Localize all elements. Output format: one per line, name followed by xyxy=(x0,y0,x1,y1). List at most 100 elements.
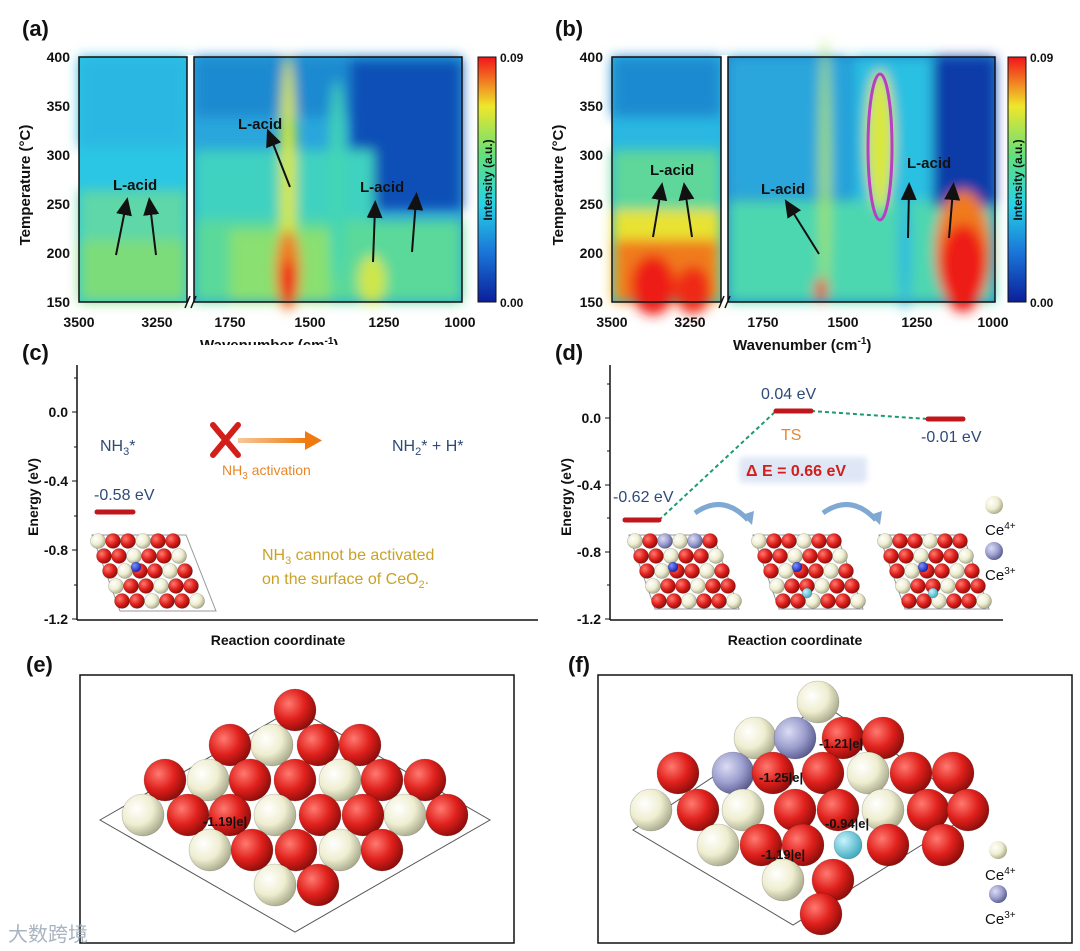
cerium-atom xyxy=(895,578,911,594)
cerium-atom xyxy=(253,863,297,907)
cerium-atom xyxy=(922,533,938,549)
hydrogen-atom xyxy=(927,587,939,599)
path-segment-1 xyxy=(658,410,777,521)
oxygen-atom xyxy=(946,593,962,609)
cerium-atom xyxy=(121,793,165,837)
svg-text:200: 200 xyxy=(580,245,604,261)
cerium-atom xyxy=(672,533,688,549)
structure-e: -1.19|e| xyxy=(79,674,515,944)
panel-d-label: (d) xyxy=(555,340,584,365)
curved-arrow-2 xyxy=(821,502,878,522)
cerium-atom xyxy=(904,563,920,579)
energy-value-fs: -0.01 eV xyxy=(921,429,982,446)
cerium-atom xyxy=(850,593,866,609)
svg-text:350: 350 xyxy=(47,98,71,114)
oxygen-atom xyxy=(156,548,172,564)
oxygen-atom xyxy=(705,578,721,594)
oxygen-atom xyxy=(816,788,860,832)
cerium-atom xyxy=(778,563,794,579)
oxygen-atom xyxy=(829,578,845,594)
curved-arrow-1 xyxy=(693,502,750,522)
energy-value-c: -0.58 eV xyxy=(94,487,155,504)
oxygen-atom xyxy=(773,788,817,832)
slab-structure-d-3 xyxy=(877,533,992,610)
svg-text:-1.2: -1.2 xyxy=(577,611,601,627)
panel-b-label: (b) xyxy=(555,16,584,41)
arrow-a-4 xyxy=(366,200,383,263)
highlight-ellipse xyxy=(866,72,894,222)
svg-text:3500: 3500 xyxy=(596,314,627,330)
cerium-atom xyxy=(696,823,740,867)
oxygen-atom xyxy=(883,548,899,564)
ylabel-b: Temperature (°C) xyxy=(550,125,567,246)
cerium-atom xyxy=(135,533,151,549)
cerium-atom xyxy=(940,578,956,594)
oxygen-atom xyxy=(230,828,274,872)
oxygen-atom xyxy=(921,823,965,867)
oxygen-atom xyxy=(892,533,908,549)
xlabel-a: Wavenumber (cm-1) xyxy=(200,336,338,345)
cerium-atom xyxy=(814,578,830,594)
cerium-atom xyxy=(726,593,742,609)
charge-label-f-1: -1.21|e| xyxy=(819,736,863,751)
oxygen-atom xyxy=(403,758,447,802)
cerium-atom xyxy=(645,578,661,594)
xlabel-b: Wavenumber (cm-1) xyxy=(733,336,871,354)
arrow-a-5 xyxy=(407,192,424,253)
oxygen-atom xyxy=(129,593,145,609)
ts-label: TS xyxy=(781,427,801,444)
arrow-a-2 xyxy=(143,197,160,256)
oxygen-atom xyxy=(889,563,905,579)
cerium-atom xyxy=(654,563,670,579)
svg-text:1000: 1000 xyxy=(977,314,1008,330)
yticks-a: 400 350 300 250 200 150 xyxy=(47,49,71,310)
cerium-atom xyxy=(108,578,124,594)
svg-text:400: 400 xyxy=(47,49,71,65)
cerium-atom xyxy=(189,593,205,609)
nitrogen-atom xyxy=(917,561,929,573)
svg-text:3250: 3250 xyxy=(674,314,705,330)
svg-text:0.00: 0.00 xyxy=(1030,296,1054,310)
arrow-b-3 xyxy=(784,199,820,255)
oxygen-atom xyxy=(784,578,800,594)
oxygen-atom xyxy=(273,758,317,802)
cerium-atom xyxy=(126,548,142,564)
cerium-atom xyxy=(699,563,715,579)
oxygen-atom xyxy=(296,863,340,907)
heatmap-a: Temperature (°C) 400 350 300 250 200 150 xyxy=(17,49,524,345)
watermark-logo: 大数跨境 xyxy=(8,924,88,946)
cerium-atom xyxy=(949,563,965,579)
cerium-atom xyxy=(832,548,848,564)
oxygen-atom xyxy=(763,563,779,579)
cerium-atom xyxy=(751,533,767,549)
oxygen-atom xyxy=(111,548,127,564)
oxygen-atom xyxy=(955,578,971,594)
svg-text:250: 250 xyxy=(47,196,71,212)
svg-text:1250: 1250 xyxy=(368,314,399,330)
cerium-atom xyxy=(958,548,974,564)
oxygen-atom xyxy=(105,533,121,549)
slab-structure-d-1 xyxy=(627,533,742,610)
oxygen-atom xyxy=(910,578,926,594)
heatmap-a-left-segment xyxy=(79,57,187,302)
oxygen-atom xyxy=(901,593,917,609)
panel-a-label: (a) xyxy=(22,16,49,41)
cerium-atom xyxy=(383,793,427,837)
svg-text:150: 150 xyxy=(580,294,604,310)
ylabel-d: Energy (eV) xyxy=(558,458,574,536)
cerium-atom xyxy=(711,751,755,795)
svg-text:300: 300 xyxy=(47,147,71,163)
oxygen-atom xyxy=(651,593,667,609)
svg-text:-0.8: -0.8 xyxy=(44,542,68,558)
oxygen-atom xyxy=(296,723,340,767)
oxygen-atom xyxy=(298,793,342,837)
heatmap-a-right-segment xyxy=(194,55,462,310)
legend-ce3-label: Ce3+ xyxy=(985,566,1016,584)
cerium-atom xyxy=(162,563,178,579)
energy-diagram-d: Energy (eV) 0.0 -0.4 -0.8 -1.2 Reaction … xyxy=(558,365,1016,648)
ylabel-a: Temperature (°C) xyxy=(17,125,34,246)
ylabel-c: Energy (eV) xyxy=(25,458,41,536)
svg-text:300: 300 xyxy=(580,147,604,163)
energy-value-is: -0.62 eV xyxy=(613,489,674,506)
annotation-b-3: L-acid xyxy=(907,155,951,172)
